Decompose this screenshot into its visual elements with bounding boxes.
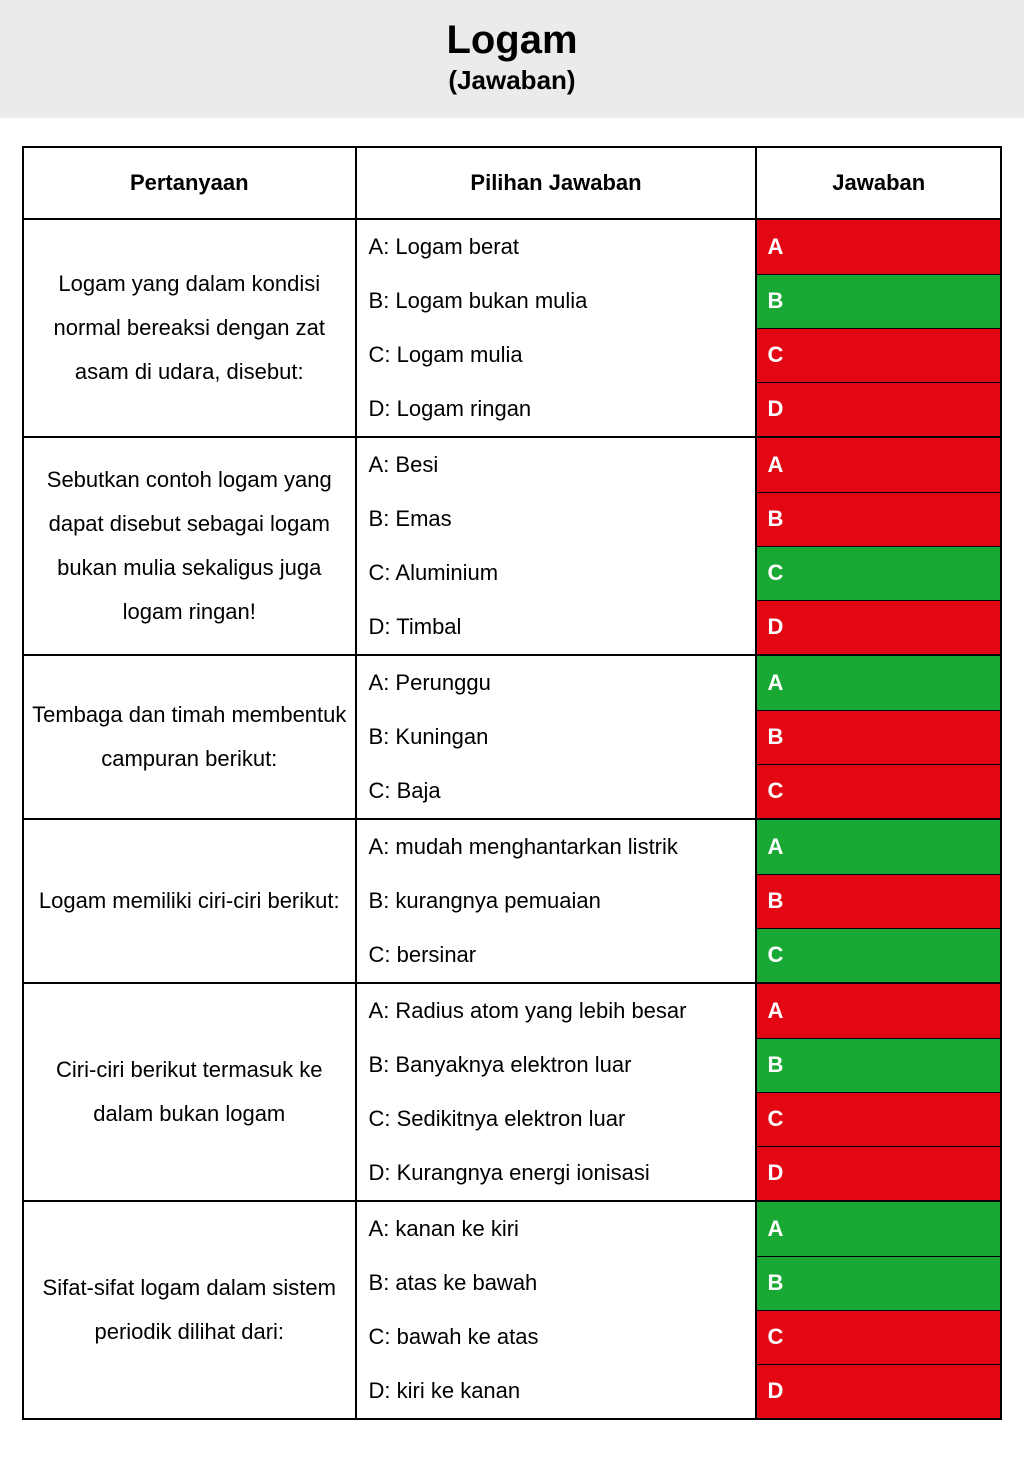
col-header-question: Pertanyaan: [23, 147, 356, 219]
question-cell: Tembaga dan timah membentuk campuran ber…: [23, 655, 356, 819]
answer-cell: C: [756, 1092, 1001, 1146]
answer-cell: D: [756, 382, 1001, 437]
answer-cell: B: [756, 1038, 1001, 1092]
choice-cell: A: Logam berat: [356, 219, 757, 274]
page-subtitle: (Jawaban): [0, 65, 1024, 96]
answer-cell: A: [756, 219, 1001, 274]
choice-cell: B: Kuningan: [356, 710, 757, 764]
answer-cell: B: [756, 874, 1001, 928]
answer-cell: B: [756, 710, 1001, 764]
choice-cell: C: Sedikitnya elektron luar: [356, 1092, 757, 1146]
quiz-table: Pertanyaan Pilihan Jawaban Jawaban Logam…: [22, 146, 1002, 1420]
choice-cell: C: bersinar: [356, 928, 757, 983]
choice-cell: B: Emas: [356, 492, 757, 546]
col-header-answer: Jawaban: [756, 147, 1001, 219]
answer-cell: A: [756, 655, 1001, 710]
choice-cell: B: atas ke bawah: [356, 1256, 757, 1310]
table-row: Ciri-ciri berikut termasuk ke dalam buka…: [23, 983, 1001, 1038]
table-row: Sebutkan contoh logam yang dapat disebut…: [23, 437, 1001, 492]
choice-cell: D: Logam ringan: [356, 382, 757, 437]
answer-cell: B: [756, 1256, 1001, 1310]
page-title: Logam: [0, 18, 1024, 63]
choice-cell: A: kanan ke kiri: [356, 1201, 757, 1256]
question-cell: Logam yang dalam kondisi normal bereaksi…: [23, 219, 356, 437]
answer-cell: A: [756, 437, 1001, 492]
answer-cell: D: [756, 600, 1001, 655]
table-header-row: Pertanyaan Pilihan Jawaban Jawaban: [23, 147, 1001, 219]
choice-cell: D: Timbal: [356, 600, 757, 655]
answer-cell: C: [756, 1310, 1001, 1364]
table-row: Tembaga dan timah membentuk campuran ber…: [23, 655, 1001, 710]
question-cell: Ciri-ciri berikut termasuk ke dalam buka…: [23, 983, 356, 1201]
answer-cell: D: [756, 1364, 1001, 1419]
answer-cell: C: [756, 928, 1001, 983]
choice-cell: C: bawah ke atas: [356, 1310, 757, 1364]
choice-cell: C: Baja: [356, 764, 757, 819]
choice-cell: A: Perunggu: [356, 655, 757, 710]
choice-cell: B: kurangnya pemuaian: [356, 874, 757, 928]
question-cell: Sebutkan contoh logam yang dapat disebut…: [23, 437, 356, 655]
choice-cell: C: Aluminium: [356, 546, 757, 600]
choice-cell: A: Radius atom yang lebih besar: [356, 983, 757, 1038]
answer-cell: C: [756, 546, 1001, 600]
choice-cell: D: kiri ke kanan: [356, 1364, 757, 1419]
choice-cell: A: Besi: [356, 437, 757, 492]
table-row: Logam yang dalam kondisi normal bereaksi…: [23, 219, 1001, 274]
choice-cell: B: Logam bukan mulia: [356, 274, 757, 328]
answer-cell: A: [756, 983, 1001, 1038]
answer-cell: B: [756, 274, 1001, 328]
answer-cell: C: [756, 328, 1001, 382]
answer-cell: A: [756, 1201, 1001, 1256]
choice-cell: B: Banyaknya elektron luar: [356, 1038, 757, 1092]
table-row: Logam memiliki ciri-ciri berikut:A: muda…: [23, 819, 1001, 874]
question-cell: Sifat-sifat logam dalam sistem periodik …: [23, 1201, 356, 1419]
choice-cell: D: Kurangnya energi ionisasi: [356, 1146, 757, 1201]
question-cell: Logam memiliki ciri-ciri berikut:: [23, 819, 356, 983]
answer-cell: A: [756, 819, 1001, 874]
page-header: Logam (Jawaban): [0, 0, 1024, 118]
table-row: Sifat-sifat logam dalam sistem periodik …: [23, 1201, 1001, 1256]
col-header-choices: Pilihan Jawaban: [356, 147, 757, 219]
answer-cell: B: [756, 492, 1001, 546]
choice-cell: C: Logam mulia: [356, 328, 757, 382]
choice-cell: A: mudah menghantarkan listrik: [356, 819, 757, 874]
answer-cell: C: [756, 764, 1001, 819]
answer-cell: D: [756, 1146, 1001, 1201]
table-container: Pertanyaan Pilihan Jawaban Jawaban Logam…: [0, 118, 1024, 1440]
